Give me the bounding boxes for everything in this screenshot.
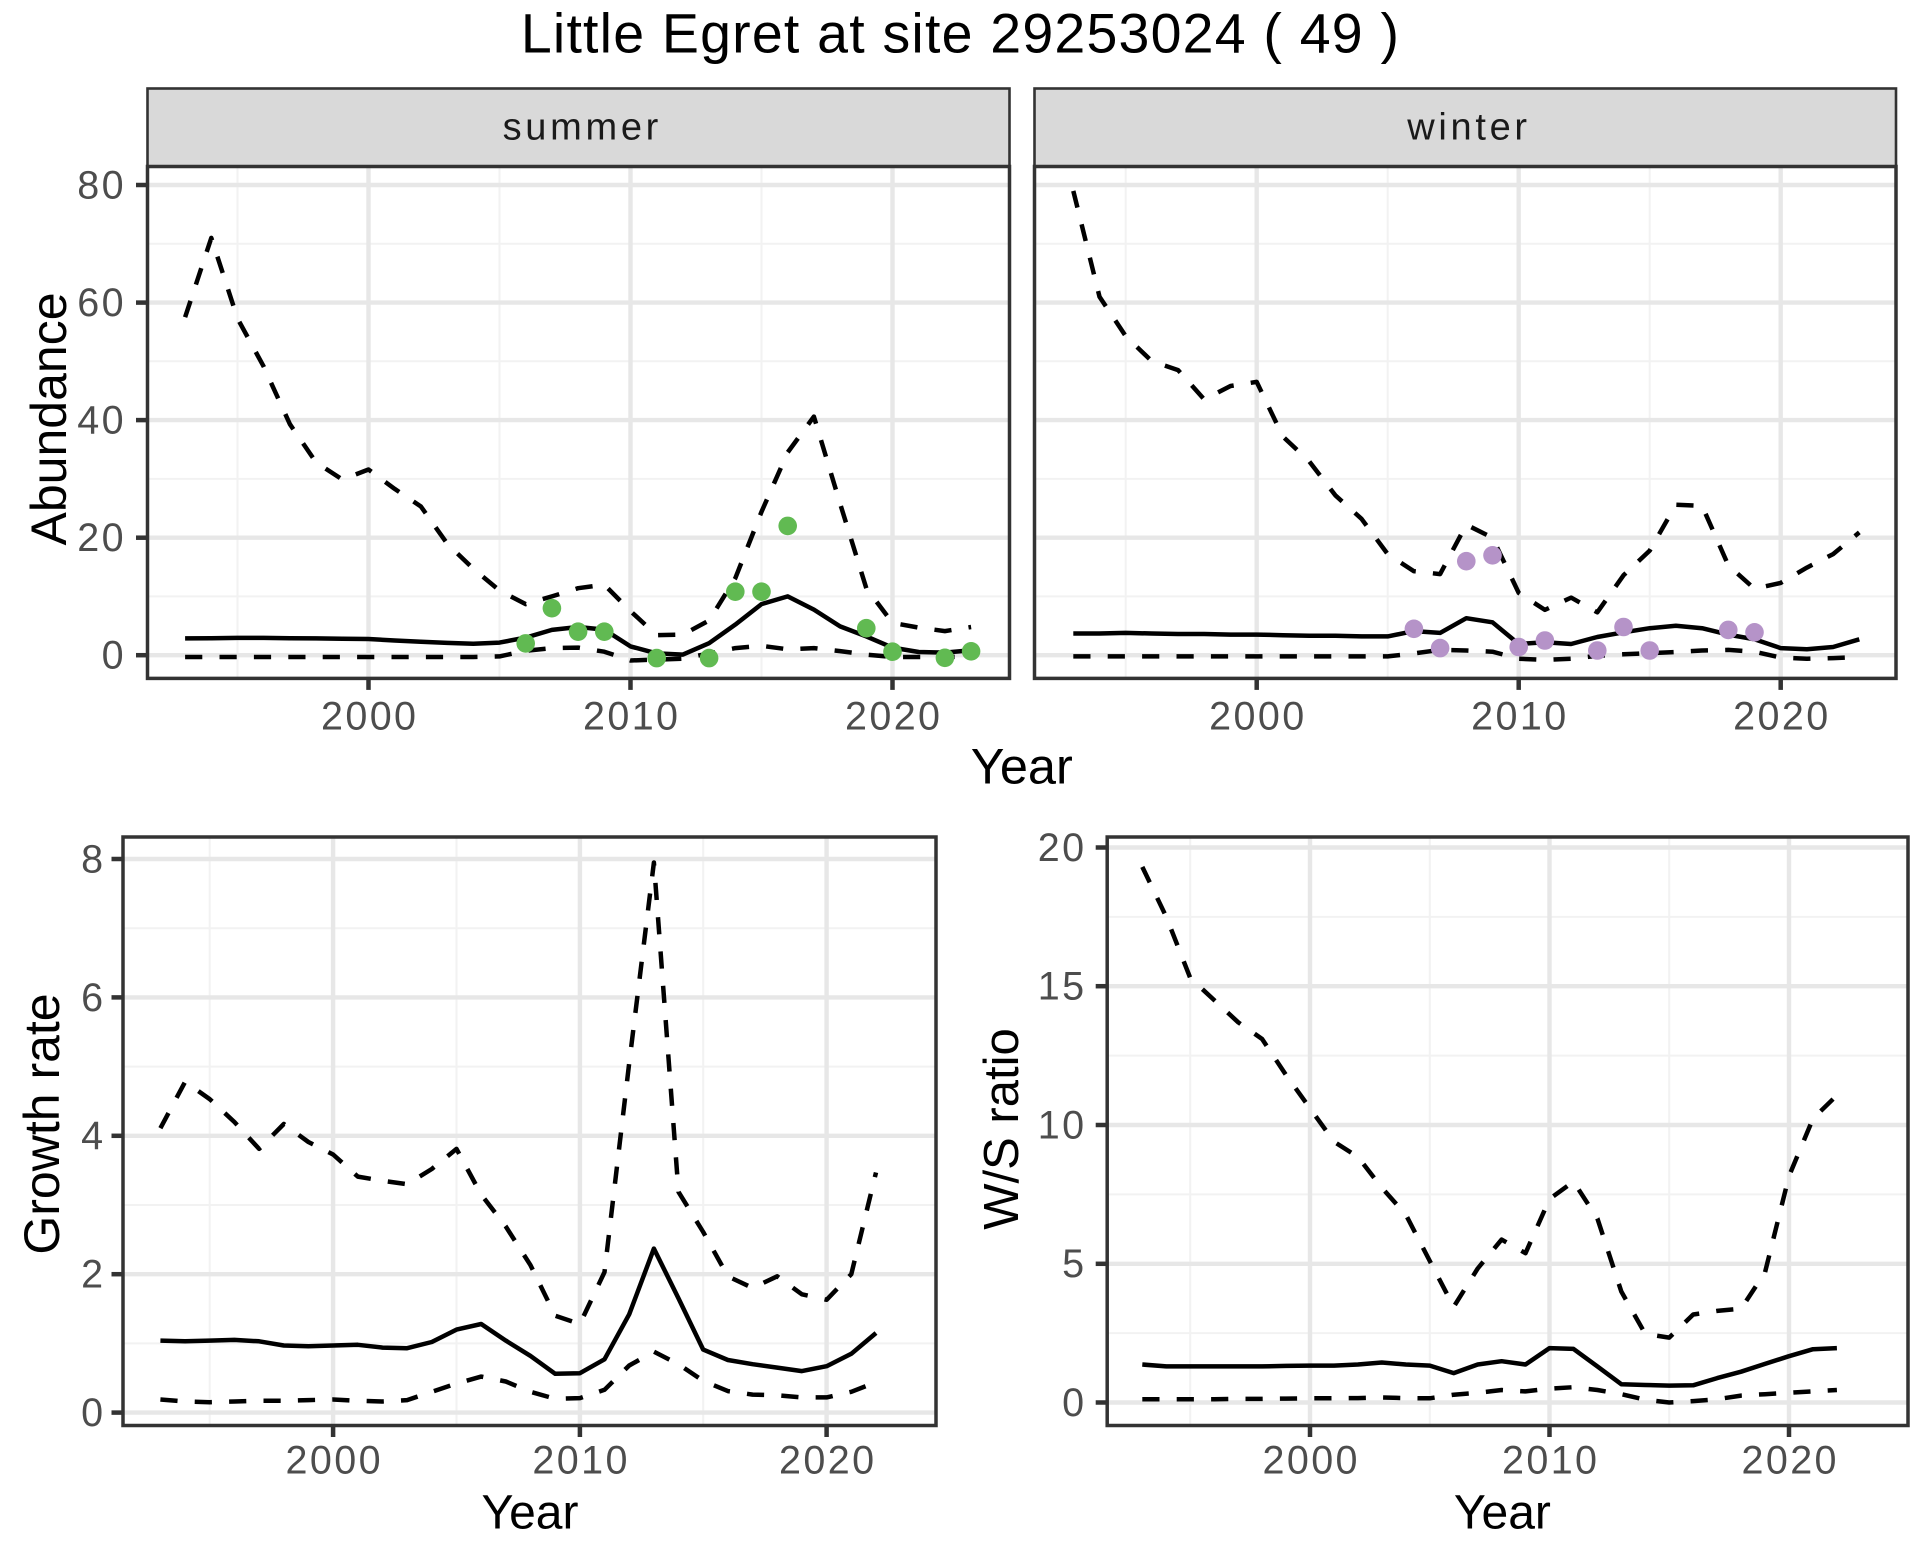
svg-text:6: 6 bbox=[81, 976, 105, 1020]
svg-text:15: 15 bbox=[1038, 965, 1087, 1009]
svg-text:2000: 2000 bbox=[321, 695, 418, 739]
svg-text:8: 8 bbox=[81, 837, 105, 881]
svg-text:2010: 2010 bbox=[583, 695, 680, 739]
svg-text:40: 40 bbox=[77, 399, 126, 443]
svg-text:Little Egret at site 29253024: Little Egret at site 29253024 ( 49 ) bbox=[521, 3, 1400, 65]
svg-text:W/S ratio: W/S ratio bbox=[975, 1028, 1029, 1229]
svg-text:Growth rate: Growth rate bbox=[14, 993, 70, 1254]
svg-text:0: 0 bbox=[81, 1391, 105, 1435]
svg-text:Year: Year bbox=[482, 1487, 579, 1540]
svg-text:2010: 2010 bbox=[1471, 695, 1568, 739]
svg-text:10: 10 bbox=[1038, 1103, 1087, 1147]
svg-text:2020: 2020 bbox=[779, 1439, 876, 1483]
svg-text:4: 4 bbox=[81, 1114, 105, 1158]
svg-text:5: 5 bbox=[1062, 1242, 1086, 1286]
svg-text:2010: 2010 bbox=[1502, 1439, 1599, 1483]
svg-text:20: 20 bbox=[1038, 826, 1087, 870]
svg-text:2020: 2020 bbox=[1741, 1439, 1838, 1483]
svg-text:0: 0 bbox=[1062, 1381, 1086, 1425]
svg-text:2: 2 bbox=[81, 1253, 105, 1297]
svg-text:Abundance: Abundance bbox=[21, 292, 77, 545]
svg-text:summer: summer bbox=[503, 107, 662, 149]
svg-text:2020: 2020 bbox=[845, 695, 942, 739]
svg-text:2000: 2000 bbox=[1209, 695, 1306, 739]
svg-text:2000: 2000 bbox=[286, 1439, 383, 1483]
svg-text:80: 80 bbox=[77, 163, 126, 207]
svg-text:winter: winter bbox=[1406, 107, 1531, 149]
svg-text:60: 60 bbox=[77, 281, 126, 325]
svg-text:0: 0 bbox=[102, 634, 126, 678]
svg-text:2000: 2000 bbox=[1262, 1439, 1359, 1483]
svg-text:2010: 2010 bbox=[532, 1439, 629, 1483]
svg-text:20: 20 bbox=[77, 516, 126, 560]
svg-text:Year: Year bbox=[1454, 1487, 1551, 1540]
svg-text:2020: 2020 bbox=[1733, 695, 1830, 739]
svg-text:Year: Year bbox=[971, 738, 1073, 795]
